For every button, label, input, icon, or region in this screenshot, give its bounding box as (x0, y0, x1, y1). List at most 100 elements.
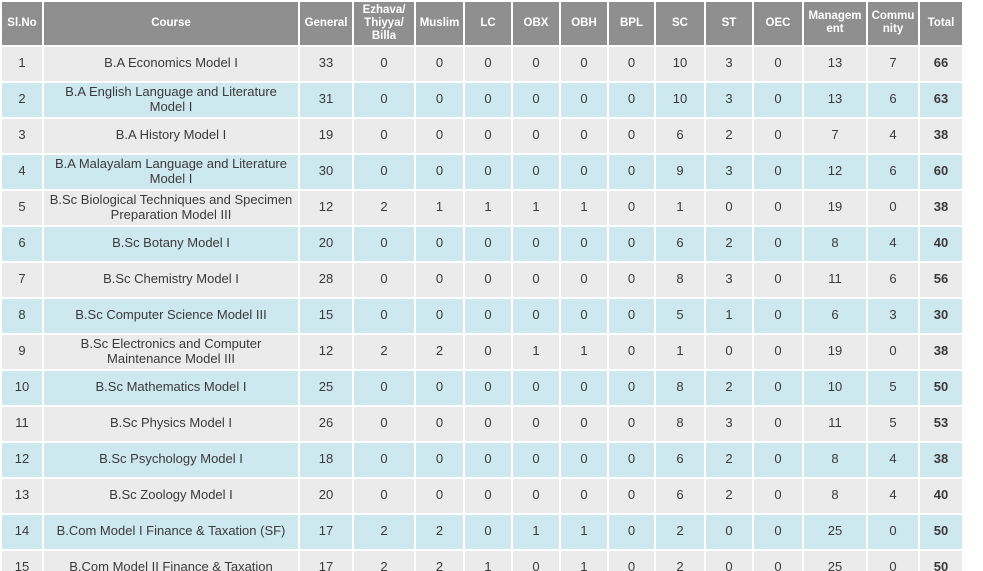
cell-muslim: 0 (416, 478, 463, 513)
cell-management: 8 (804, 442, 866, 477)
cell-slno: 10 (2, 370, 42, 405)
cell-obh: 0 (561, 442, 607, 477)
cell-obx: 0 (513, 226, 559, 261)
cell-course: B.Sc Physics Model I (44, 406, 298, 441)
cell-total: 50 (920, 550, 962, 571)
cell-community: 0 (868, 550, 918, 571)
cell-management: 10 (804, 370, 866, 405)
cell-general: 28 (300, 262, 352, 297)
cell-course: B.Sc Psychology Model I (44, 442, 298, 477)
cell-lc: 0 (465, 478, 511, 513)
cell-oec: 0 (754, 82, 802, 117)
column-header-sc: SC (656, 2, 704, 45)
cell-community: 4 (868, 442, 918, 477)
column-header-total: Total (920, 2, 962, 45)
cell-obh: 0 (561, 478, 607, 513)
cell-obh: 0 (561, 370, 607, 405)
table-header: Sl.No Course General Ezhava/​Thiyya/​Bil… (2, 2, 962, 45)
cell-ezhava: 2 (354, 190, 414, 225)
cell-bpl: 0 (609, 442, 654, 477)
table-body: 1 B.A Economics Model I 33 0 0 0 0 0 0 10 3 0 13 7 66 2… (2, 46, 962, 571)
cell-general: 20 (300, 478, 352, 513)
cell-slno: 8 (2, 298, 42, 333)
cell-ezhava: 0 (354, 118, 414, 153)
cell-muslim: 0 (416, 82, 463, 117)
cell-community: 3 (868, 298, 918, 333)
cell-slno: 1 (2, 46, 42, 81)
cell-general: 26 (300, 406, 352, 441)
cell-community: 4 (868, 118, 918, 153)
cell-bpl: 0 (609, 262, 654, 297)
cell-muslim: 0 (416, 118, 463, 153)
cell-obx: 0 (513, 298, 559, 333)
cell-lc: 0 (465, 46, 511, 81)
cell-ezhava: 0 (354, 262, 414, 297)
table-row: 2 B.A English Language and Literature Mod… (2, 82, 962, 117)
cell-oec: 0 (754, 370, 802, 405)
cell-muslim: 2 (416, 550, 463, 571)
cell-general: 33 (300, 46, 352, 81)
cell-total: 38 (920, 118, 962, 153)
cell-obh: 0 (561, 298, 607, 333)
cell-course: B.Sc Computer Science Model III (44, 298, 298, 333)
cell-st: 2 (706, 370, 752, 405)
table-row: 4 B.A Malayalam Language and Literature M… (2, 154, 962, 189)
column-header-muslim: Muslim (416, 2, 463, 45)
cell-oec: 0 (754, 478, 802, 513)
cell-muslim: 0 (416, 154, 463, 189)
cell-total: 60 (920, 154, 962, 189)
cell-st: 2 (706, 442, 752, 477)
cell-community: 4 (868, 478, 918, 513)
cell-ezhava: 0 (354, 154, 414, 189)
cell-general: 17 (300, 550, 352, 571)
cell-community: 5 (868, 406, 918, 441)
cell-management: 7 (804, 118, 866, 153)
cell-total: 38 (920, 334, 962, 369)
table-row: 14 B.Com Model I Finance & Taxation (SF) 1… (2, 514, 962, 549)
cell-lc: 0 (465, 406, 511, 441)
cell-obh: 1 (561, 514, 607, 549)
cell-st: 3 (706, 406, 752, 441)
cell-bpl: 0 (609, 46, 654, 81)
cell-st: 0 (706, 550, 752, 571)
cell-oec: 0 (754, 118, 802, 153)
cell-ezhava: 0 (354, 226, 414, 261)
cell-course: B.Sc Chemistry Model I (44, 262, 298, 297)
cell-management: 25 (804, 550, 866, 571)
cell-management: 25 (804, 514, 866, 549)
cell-management: 11 (804, 406, 866, 441)
cell-slno: 3 (2, 118, 42, 153)
cell-obh: 0 (561, 46, 607, 81)
cell-total: 50 (920, 514, 962, 549)
cell-slno: 11 (2, 406, 42, 441)
cell-management: 6 (804, 298, 866, 333)
cell-slno: 15 (2, 550, 42, 571)
cell-obh: 1 (561, 550, 607, 571)
cell-muslim: 2 (416, 334, 463, 369)
cell-total: 56 (920, 262, 962, 297)
cell-bpl: 0 (609, 514, 654, 549)
cell-ezhava: 0 (354, 406, 414, 441)
cell-course: B.A History Model I (44, 118, 298, 153)
cell-community: 6 (868, 262, 918, 297)
cell-oec: 0 (754, 154, 802, 189)
cell-course: B.Sc Botany Model I (44, 226, 298, 261)
cell-sc: 2 (656, 514, 704, 549)
cell-sc: 6 (656, 226, 704, 261)
cell-obh: 0 (561, 118, 607, 153)
cell-obx: 0 (513, 550, 559, 571)
column-header-obh: OBH (561, 2, 607, 45)
cell-obh: 0 (561, 226, 607, 261)
cell-management: 19 (804, 334, 866, 369)
cell-bpl: 0 (609, 550, 654, 571)
cell-bpl: 0 (609, 154, 654, 189)
cell-community: 0 (868, 514, 918, 549)
cell-management: 8 (804, 226, 866, 261)
cell-course: B.Sc Zoology Model I (44, 478, 298, 513)
column-header-slno: Sl.No (2, 2, 42, 45)
cell-bpl: 0 (609, 334, 654, 369)
cell-sc: 6 (656, 442, 704, 477)
cell-community: 4 (868, 226, 918, 261)
column-header-lc: LC (465, 2, 511, 45)
